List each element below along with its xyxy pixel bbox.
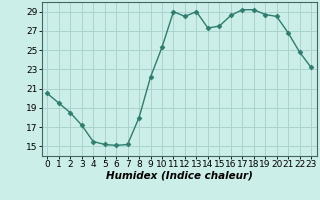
X-axis label: Humidex (Indice chaleur): Humidex (Indice chaleur) xyxy=(106,171,252,181)
